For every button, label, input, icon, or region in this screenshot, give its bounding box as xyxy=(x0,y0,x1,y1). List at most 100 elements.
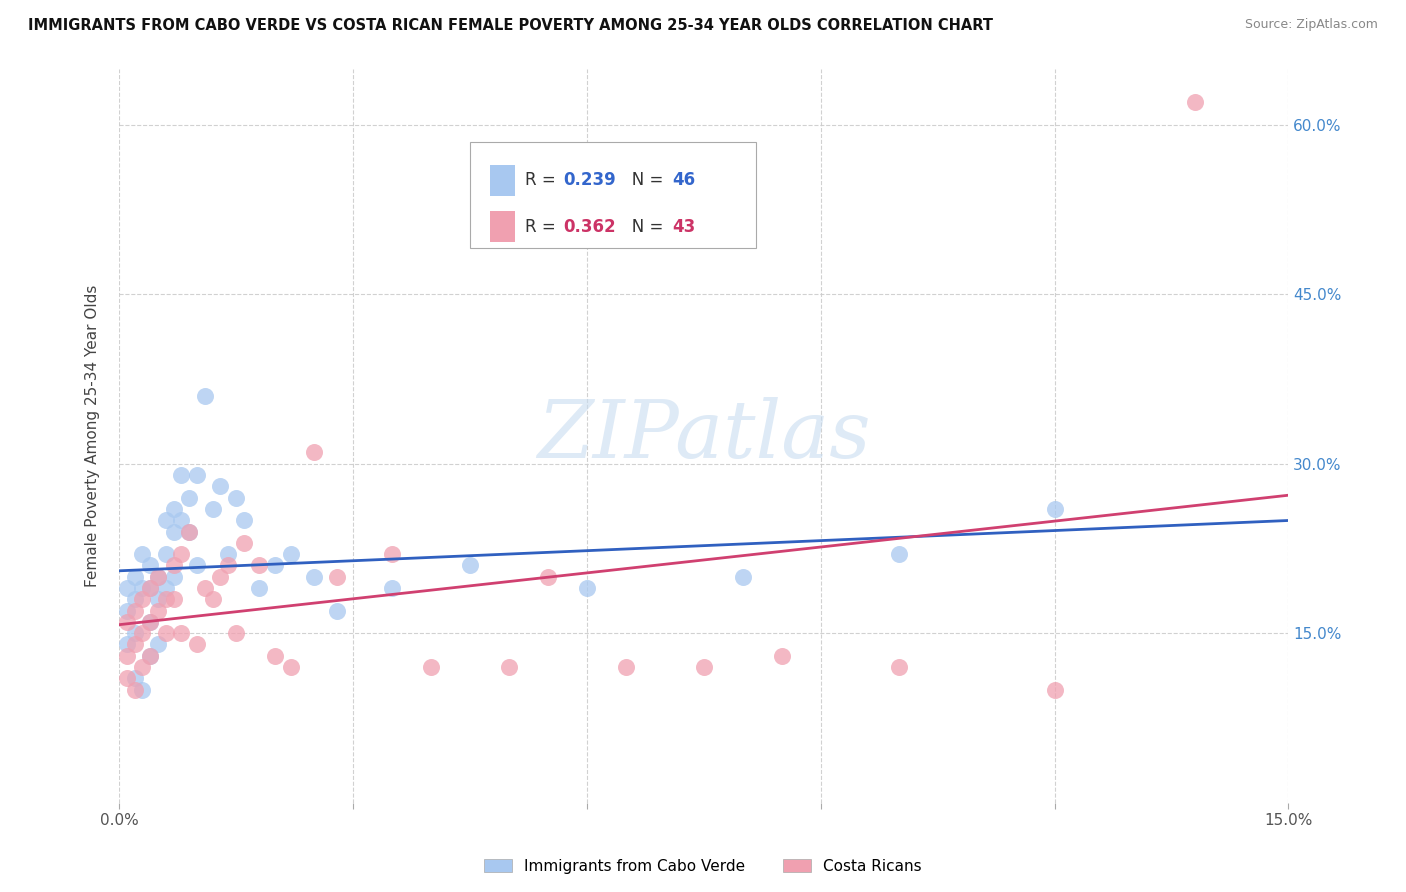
Point xyxy=(458,558,481,573)
Y-axis label: Female Poverty Among 25-34 Year Olds: Female Poverty Among 25-34 Year Olds xyxy=(86,285,100,587)
Point xyxy=(146,637,169,651)
Text: ZIPatlas: ZIPatlas xyxy=(537,397,870,475)
Point xyxy=(170,513,193,527)
Point xyxy=(155,513,177,527)
Point xyxy=(139,581,162,595)
Point xyxy=(201,502,224,516)
Point xyxy=(115,637,138,651)
Point xyxy=(139,648,162,663)
Text: Source: ZipAtlas.com: Source: ZipAtlas.com xyxy=(1244,18,1378,31)
Point xyxy=(225,491,247,505)
Point xyxy=(186,558,208,573)
Point xyxy=(162,502,184,516)
Point xyxy=(146,592,169,607)
Point xyxy=(225,626,247,640)
Point xyxy=(170,626,193,640)
Point xyxy=(131,682,153,697)
Point xyxy=(302,569,325,583)
Point xyxy=(887,660,910,674)
Point xyxy=(419,660,441,674)
Point xyxy=(575,581,598,595)
Point xyxy=(139,558,162,573)
Point xyxy=(124,682,146,697)
Point xyxy=(770,648,793,663)
Text: 43: 43 xyxy=(672,218,696,235)
Point xyxy=(179,524,201,539)
Point xyxy=(162,558,184,573)
Point xyxy=(139,615,162,629)
Bar xyxy=(489,211,516,243)
Point xyxy=(537,569,560,583)
Point xyxy=(194,581,217,595)
Point xyxy=(186,468,208,483)
Point xyxy=(232,513,254,527)
Point xyxy=(381,581,404,595)
Point xyxy=(155,592,177,607)
Point xyxy=(115,603,138,617)
Point xyxy=(887,547,910,561)
Point xyxy=(115,581,138,595)
Point xyxy=(498,660,520,674)
Legend: Immigrants from Cabo Verde, Costa Ricans: Immigrants from Cabo Verde, Costa Ricans xyxy=(478,853,928,880)
Point xyxy=(1184,95,1206,110)
Point xyxy=(381,547,404,561)
Point xyxy=(139,615,162,629)
Point xyxy=(131,547,153,561)
Point xyxy=(201,592,224,607)
Text: N =: N = xyxy=(616,171,669,189)
Point xyxy=(170,468,193,483)
Point xyxy=(693,660,716,674)
Point xyxy=(264,648,287,663)
Text: 0.239: 0.239 xyxy=(564,171,616,189)
Point xyxy=(209,569,232,583)
Point xyxy=(264,558,287,573)
Point xyxy=(124,603,146,617)
Point xyxy=(115,615,138,629)
Point xyxy=(139,648,162,663)
FancyBboxPatch shape xyxy=(470,142,756,248)
Point xyxy=(139,581,162,595)
Point xyxy=(162,569,184,583)
Text: R =: R = xyxy=(524,171,561,189)
Point xyxy=(124,569,146,583)
Point xyxy=(731,569,754,583)
Point xyxy=(155,581,177,595)
Point xyxy=(217,558,239,573)
Point xyxy=(155,626,177,640)
Point xyxy=(194,389,217,403)
Point xyxy=(326,603,349,617)
Point xyxy=(247,581,270,595)
Point xyxy=(146,603,169,617)
Point xyxy=(124,626,146,640)
Point xyxy=(179,524,201,539)
Point xyxy=(115,648,138,663)
Point xyxy=(217,547,239,561)
Point xyxy=(146,569,169,583)
Point xyxy=(124,671,146,685)
Point xyxy=(124,592,146,607)
Point xyxy=(131,581,153,595)
Text: 46: 46 xyxy=(672,171,696,189)
Point xyxy=(155,547,177,561)
Point xyxy=(131,626,153,640)
Point xyxy=(280,660,302,674)
Point xyxy=(179,491,201,505)
Text: R =: R = xyxy=(524,218,561,235)
Point xyxy=(131,660,153,674)
Point xyxy=(614,660,637,674)
Point xyxy=(232,536,254,550)
Point xyxy=(131,592,153,607)
Bar xyxy=(489,165,516,195)
Point xyxy=(326,569,349,583)
Point xyxy=(162,592,184,607)
Point xyxy=(247,558,270,573)
Point xyxy=(302,445,325,459)
Text: N =: N = xyxy=(616,218,669,235)
Point xyxy=(1043,682,1066,697)
Point xyxy=(162,524,184,539)
Point xyxy=(146,569,169,583)
Point xyxy=(124,637,146,651)
Point xyxy=(209,479,232,493)
Point xyxy=(1043,502,1066,516)
Point xyxy=(186,637,208,651)
